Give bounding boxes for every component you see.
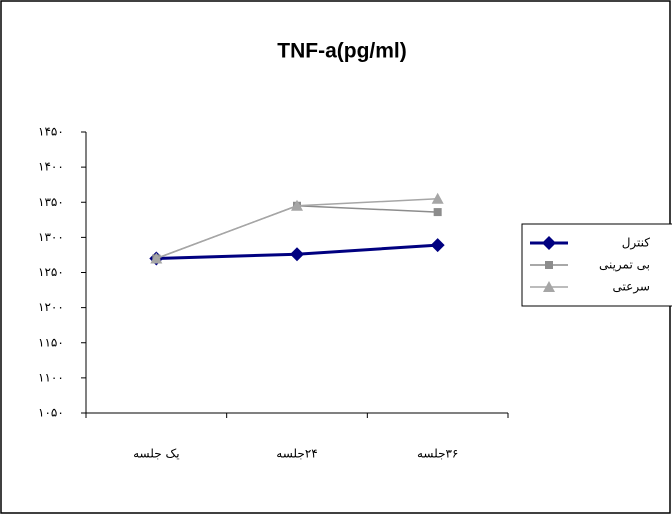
data-point — [150, 252, 163, 264]
data-point — [433, 208, 442, 217]
y-tick-label: ۱۴۵۰ — [38, 125, 64, 139]
legend-marker — [542, 236, 556, 250]
y-tick-label: ۱۴۰۰ — [38, 160, 64, 174]
x-tick-label: ۲۴جلسه — [276, 447, 317, 461]
data-point — [291, 199, 303, 211]
data-point — [290, 247, 304, 262]
chart-title: TNF-a(pg/ml) — [277, 40, 406, 63]
x-tick-label: یک جلسه — [133, 447, 179, 461]
legend-marker — [545, 261, 553, 269]
x-tick-label: ۳۶جلسه — [417, 447, 458, 461]
legend-marker — [543, 281, 555, 292]
legend-label: بی تمرینی — [599, 258, 650, 273]
y-tick-label: ۱۰۵۰ — [38, 406, 64, 420]
y-tick-label: ۱۱۰۰ — [38, 370, 64, 384]
legend-label: کنترل — [622, 236, 651, 251]
y-tick-label: ۱۳۰۰ — [38, 230, 64, 244]
y-tick-label: ۱۲۵۰ — [38, 265, 64, 279]
y-tick-label: ۱۳۵۰ — [38, 195, 64, 209]
data-point — [430, 238, 445, 253]
y-tick-label: ۱۲۰۰ — [38, 300, 64, 314]
y-tick-label: ۱۱۵۰ — [38, 335, 64, 349]
data-point — [431, 192, 444, 204]
legend-label: سرعتی — [613, 280, 650, 295]
